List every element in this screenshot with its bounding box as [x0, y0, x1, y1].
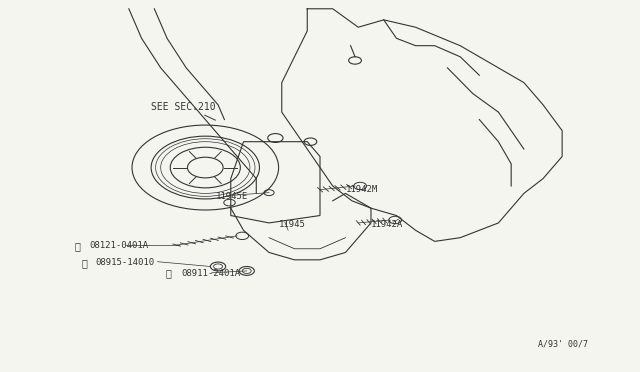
Text: 11945E: 11945E — [216, 192, 248, 201]
Text: 08911-2401A: 08911-2401A — [181, 269, 240, 278]
Text: Ⓑ: Ⓑ — [75, 241, 81, 251]
Text: Ⓥ: Ⓥ — [81, 258, 87, 268]
Text: 08121-0401A: 08121-0401A — [90, 241, 148, 250]
Text: 11942A: 11942A — [371, 219, 403, 228]
Text: 08915-14010: 08915-14010 — [96, 258, 155, 267]
Text: 11942M: 11942M — [346, 185, 378, 194]
Text: 11945: 11945 — [278, 220, 305, 229]
Text: A/93' 00/7: A/93' 00/7 — [538, 340, 588, 349]
Text: SEE SEC.210: SEE SEC.210 — [150, 102, 215, 112]
Text: Ⓝ: Ⓝ — [166, 268, 172, 278]
